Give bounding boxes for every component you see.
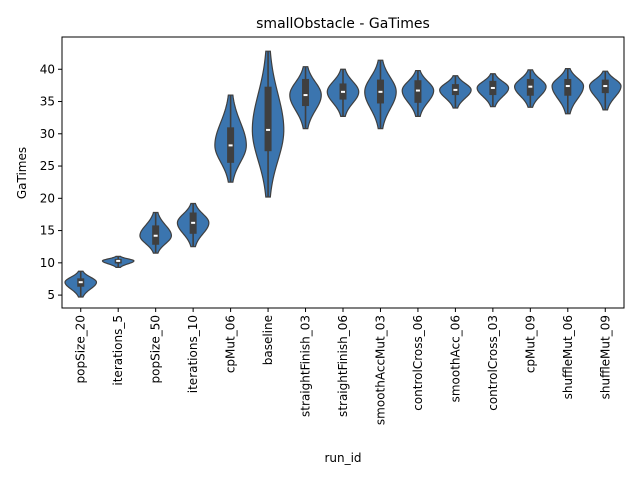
x-tick-label: popSize_20 — [74, 315, 88, 383]
x-tick-label: controlCross_03 — [486, 315, 500, 411]
x-tick-label: baseline — [261, 315, 275, 365]
x-tick-label: straightFinish_03 — [299, 315, 313, 417]
y-tick-label: 40 — [40, 62, 55, 76]
x-tick-label: iterations_10 — [186, 315, 200, 393]
x-axis-label: run_id — [324, 451, 361, 465]
violin-iqr-box — [264, 86, 272, 152]
y-tick-label: 5 — [47, 288, 55, 302]
x-tick-label: cpMut_06 — [224, 315, 238, 373]
y-axis: 5 10 15 20 25 30 35 40 — [40, 62, 62, 302]
y-axis-label: GaTimes — [15, 147, 29, 199]
y-tick-label: 25 — [40, 159, 55, 173]
y-tick-label: 10 — [40, 256, 55, 270]
x-tick-label: cpMut_09 — [523, 315, 537, 373]
chart-title: smallObstacle - GaTimes — [256, 16, 430, 32]
y-tick-label: 30 — [40, 127, 55, 141]
x-tick-label: straightFinish_06 — [336, 315, 350, 417]
x-tick-label: iterations_5 — [111, 315, 125, 386]
violin-iqr-box — [302, 78, 310, 107]
y-tick-label: 35 — [40, 95, 55, 109]
x-tick-label: shuffleMut_06 — [561, 315, 575, 399]
y-tick-label: 20 — [40, 191, 55, 205]
x-tick-label: smoothAcc_06 — [448, 315, 462, 402]
x-axis: popSize_20 iterations_5 popSize_50 iteratio… — [74, 308, 612, 425]
x-tick-label: popSize_50 — [149, 315, 163, 383]
x-tick-label: shuffleMut_09 — [598, 315, 612, 399]
x-tick-label: smoothAccMut_03 — [373, 315, 387, 425]
y-tick-label: 15 — [40, 224, 55, 238]
plot-frame — [61, 36, 625, 309]
violin-group — [64, 50, 622, 298]
x-tick-label: controlCross_06 — [411, 315, 425, 411]
violin-iqr-box — [564, 78, 572, 96]
